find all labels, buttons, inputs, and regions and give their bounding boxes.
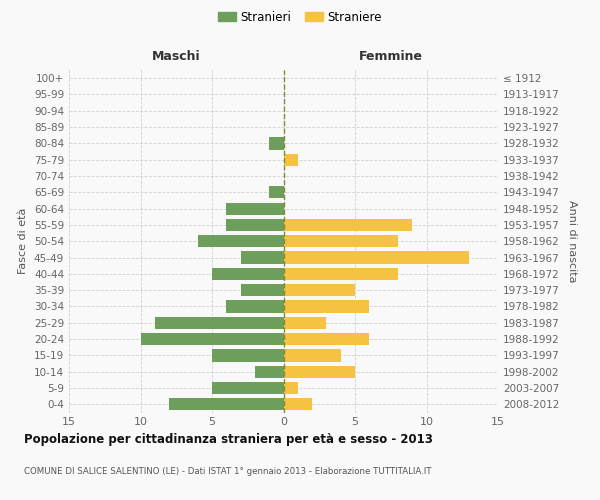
Bar	[284, 350, 341, 362]
Bar	[284, 252, 469, 264]
Text: Maschi: Maschi	[152, 50, 200, 62]
Y-axis label: Anni di nascita: Anni di nascita	[566, 200, 577, 282]
Bar	[198, 235, 284, 248]
Bar	[226, 300, 284, 312]
Bar	[269, 138, 284, 149]
Bar	[241, 284, 284, 296]
Bar	[212, 350, 284, 362]
Bar	[169, 398, 284, 410]
Text: COMUNE DI SALICE SALENTINO (LE) - Dati ISTAT 1° gennaio 2013 - Elaborazione TUTT: COMUNE DI SALICE SALENTINO (LE) - Dati I…	[24, 466, 431, 475]
Bar	[269, 186, 284, 198]
Bar	[255, 366, 284, 378]
Bar	[284, 382, 298, 394]
Bar	[284, 219, 412, 231]
Bar	[284, 316, 326, 329]
Bar	[284, 366, 355, 378]
Text: Femmine: Femmine	[359, 50, 423, 62]
Bar	[226, 202, 284, 214]
Bar	[155, 316, 284, 329]
Bar	[284, 300, 370, 312]
Bar	[241, 252, 284, 264]
Bar	[284, 398, 312, 410]
Bar	[226, 219, 284, 231]
Bar	[212, 268, 284, 280]
Y-axis label: Fasce di età: Fasce di età	[19, 208, 28, 274]
Legend: Stranieri, Straniere: Stranieri, Straniere	[213, 6, 387, 28]
Bar	[284, 284, 355, 296]
Bar	[284, 235, 398, 248]
Bar	[284, 154, 298, 166]
Bar	[284, 333, 370, 345]
Bar	[284, 268, 398, 280]
Text: Popolazione per cittadinanza straniera per età e sesso - 2013: Popolazione per cittadinanza straniera p…	[24, 432, 433, 446]
Bar	[140, 333, 284, 345]
Bar	[212, 382, 284, 394]
